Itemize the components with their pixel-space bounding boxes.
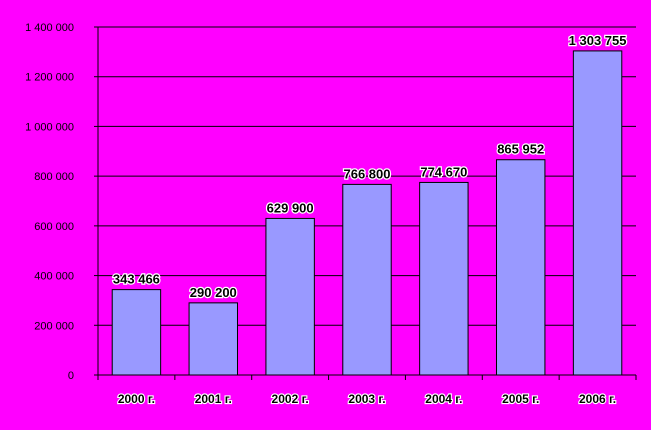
bar — [419, 181, 469, 376]
bar — [265, 217, 315, 376]
data-label: 629 900 — [267, 200, 314, 215]
x-tick-label: 2000 г. — [118, 392, 155, 406]
bar — [342, 183, 392, 376]
bar — [572, 50, 623, 376]
bar — [496, 159, 546, 376]
y-tick-label: 1 400 000 — [25, 22, 74, 34]
data-label: 290 200 — [190, 285, 237, 300]
x-tick-label: 2001 г. — [195, 392, 232, 406]
x-tick-label: 2004 г. — [425, 392, 462, 406]
y-tick-label: 800 000 — [34, 171, 74, 183]
x-tick-label: 2002 г. — [272, 392, 309, 406]
x-tick-label: 2005 г. — [502, 392, 539, 406]
x-tick-label: 2006 г. — [579, 392, 616, 406]
data-label: 865 952 — [497, 142, 544, 157]
x-tick-label: 2003 г. — [348, 392, 385, 406]
bar — [111, 289, 162, 376]
data-label: 1 303 755 — [569, 33, 627, 48]
y-tick-label: 0 — [68, 370, 74, 382]
y-tick-label: 600 000 — [34, 221, 74, 233]
y-tick-label: 1 200 000 — [25, 72, 74, 84]
data-label: 774 670 — [420, 164, 467, 179]
y-tick-label: 1 000 000 — [25, 121, 74, 133]
data-label: 766 800 — [344, 166, 391, 181]
y-tick-label: 400 000 — [34, 271, 74, 283]
bar — [188, 302, 238, 376]
data-label: 343 466 — [113, 272, 160, 287]
y-tick-label: 200 000 — [34, 320, 74, 332]
